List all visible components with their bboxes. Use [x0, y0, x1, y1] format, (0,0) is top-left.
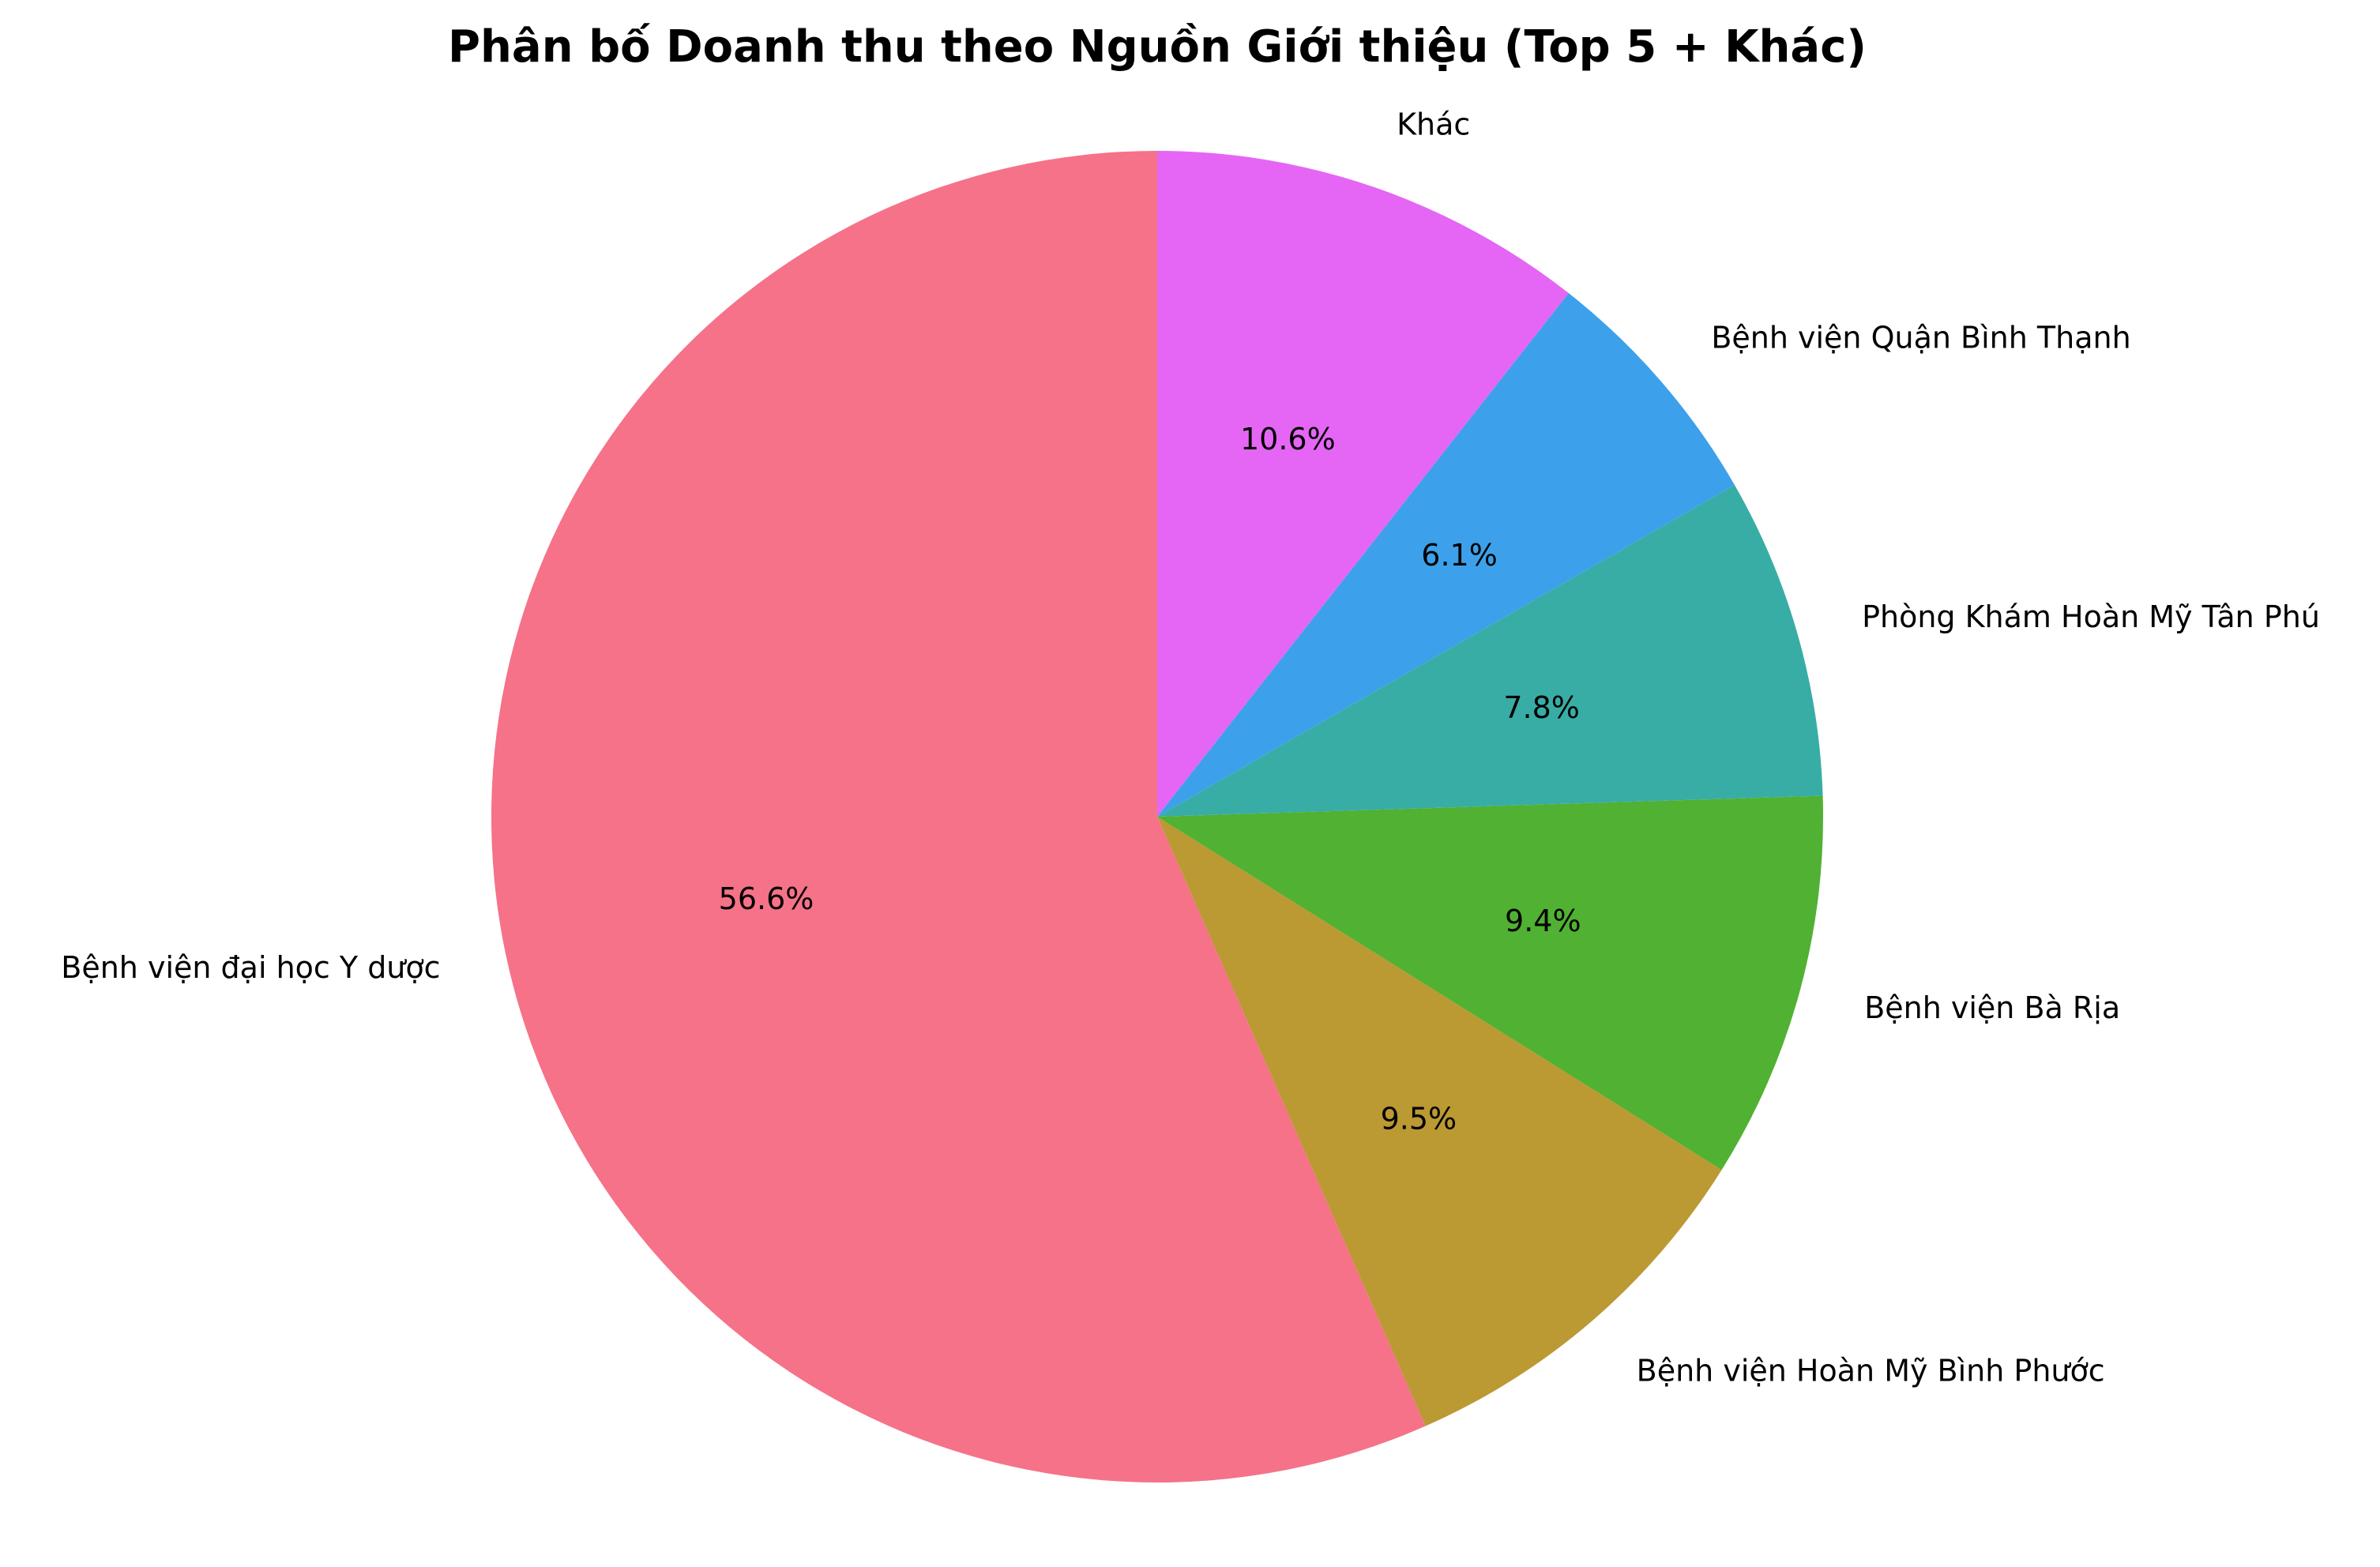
slice-percent-benh-vien-dai-hoc-y-duoc: 56.6% [719, 881, 814, 916]
pie-labels: Khác 10.6% Bệnh viện Quận Bình Thạnh 6.1% Ph… [61, 107, 2320, 1389]
slice-label-phong-kham-hoan-my-tan-phu: Phòng Khám Hoàn Mỹ Tân Phú [1862, 599, 2320, 634]
slice-label-khac: Khác [1397, 107, 1470, 142]
pie-slice-benh-vien-quan-binh-thanh [1157, 293, 1735, 817]
slice-percent-benh-vien-hoan-my-binh-phuoc: 9.5% [1381, 1102, 1457, 1137]
slice-percent-benh-vien-ba-ria: 9.4% [1505, 904, 1581, 938]
slice-label-benh-vien-quan-binh-thanh: Bệnh viện Quận Bình Thạnh [1711, 320, 2130, 355]
slice-percent-khac: 10.6% [1240, 422, 1336, 457]
pie-slice-phong-kham-hoan-my-tan-phu [1157, 485, 1823, 817]
slice-label-benh-vien-hoan-my-binh-phuoc: Bệnh viện Hoàn Mỹ Bình Phước [1637, 1353, 2105, 1388]
slice-percent-phong-kham-hoan-my-tan-phu: 7.8% [1503, 690, 1580, 725]
pie-slice-benh-vien-hoan-my-binh-phuoc [1157, 817, 1722, 1426]
pie-slices [491, 151, 1823, 1482]
pie-slice-khac [1157, 151, 1569, 817]
chart-title: Phân bố Doanh thu theo Nguồn Giới thiệu … [448, 21, 1867, 73]
slice-label-benh-vien-dai-hoc-y-duoc: Bệnh viện đại học Y dược [61, 950, 440, 985]
slice-label-benh-vien-ba-ria: Bệnh viện Bà Rịa [1864, 990, 2120, 1025]
pie-slice-benh-vien-ba-ria [1157, 795, 1823, 1171]
pie-slice-benh-vien-dai-hoc-y-duoc [491, 151, 1426, 1482]
slice-percent-benh-vien-quan-binh-thanh: 6.1% [1421, 538, 1498, 573]
